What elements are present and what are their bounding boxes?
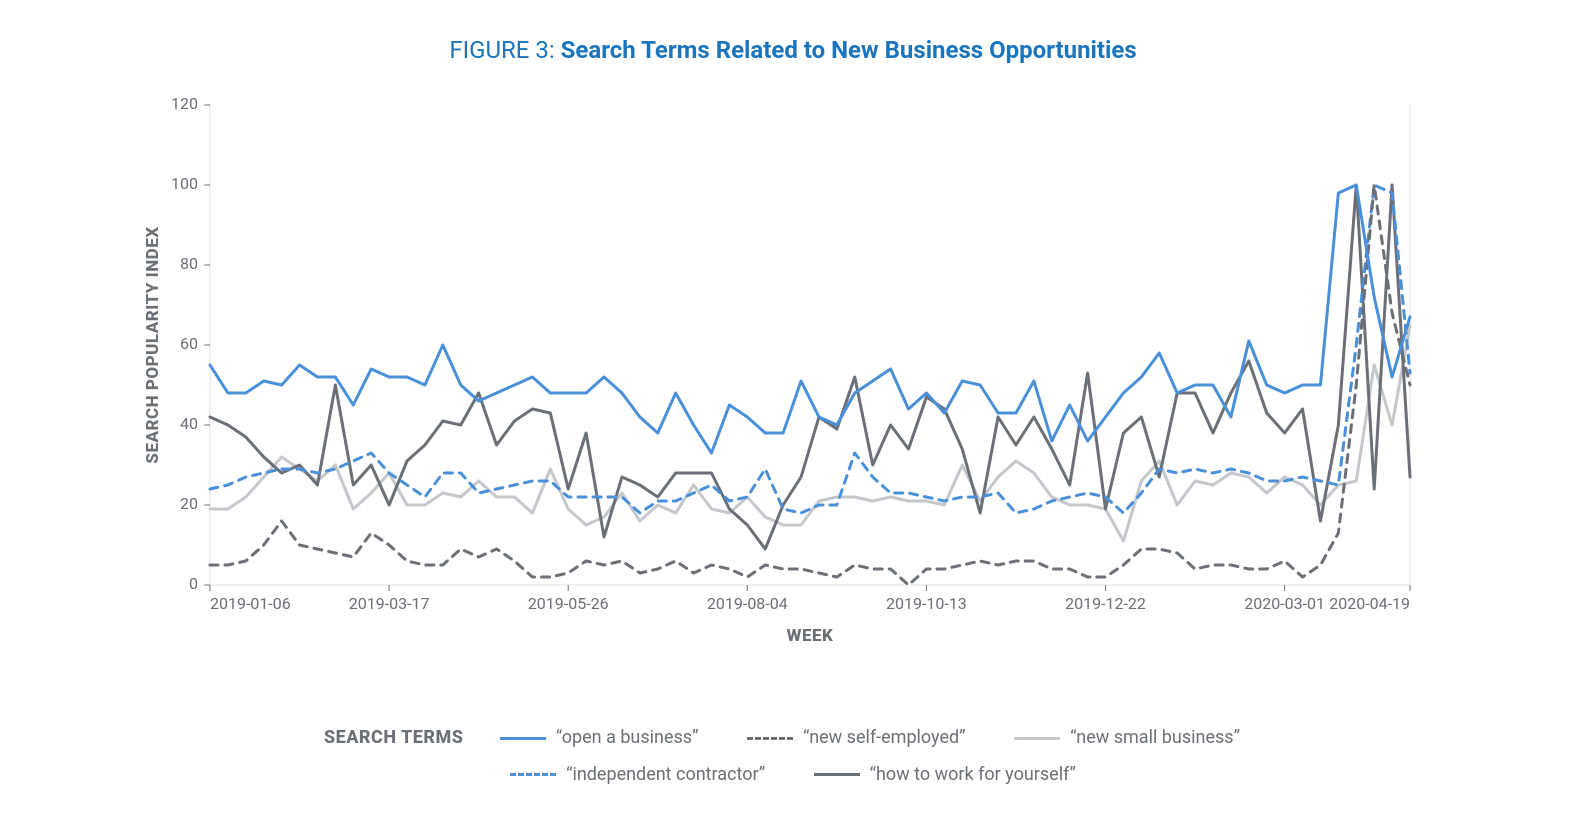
svg-text:SEARCH POPULARITY INDEX: SEARCH POPULARITY INDEX: [143, 226, 163, 463]
chart-area: 0 20 40 60 80 100 120 2019-01-06 2019-03-17 2019-…: [140, 95, 1420, 655]
svg-text:2020-04-19: 2020-04-19: [1329, 594, 1410, 613]
legend-swatch: [510, 773, 556, 776]
svg-text:2019-03-17: 2019-03-17: [349, 594, 430, 613]
legend-row-1: SEARCH TERMS “open a business” “new self…: [0, 720, 1586, 756]
figure-title: Search Terms Related to New Business Opp…: [561, 36, 1137, 64]
svg-text:120: 120: [171, 95, 198, 113]
svg-text:0: 0: [189, 574, 198, 593]
legend-item-open-a-business: “open a business”: [500, 720, 699, 756]
legend-label: “open a business”: [556, 720, 699, 756]
legend-title: SEARCH TERMS: [324, 720, 463, 756]
legend-label: “how to work for yourself”: [870, 757, 1076, 793]
figure-prefix: FIGURE 3:: [449, 36, 554, 64]
svg-text:100: 100: [171, 174, 198, 193]
legend-label: “independent contractor”: [566, 757, 765, 793]
legend-label: “new small business”: [1070, 720, 1240, 756]
svg-text:2020-03-01: 2020-03-01: [1244, 594, 1325, 613]
legend-swatch: [1014, 737, 1060, 740]
legend-item-how-to-work-for-yourself: “how to work for yourself”: [814, 757, 1076, 793]
svg-text:2019-12-22: 2019-12-22: [1065, 594, 1146, 613]
svg-text:20: 20: [180, 494, 198, 513]
line-chart-svg: 0 20 40 60 80 100 120 2019-01-06 2019-03-17 2019-…: [140, 95, 1420, 655]
legend-swatch: [814, 773, 860, 776]
legend: SEARCH TERMS “open a business” “new self…: [0, 720, 1586, 793]
svg-text:WEEK: WEEK: [787, 626, 834, 646]
svg-text:2019-10-13: 2019-10-13: [886, 594, 967, 613]
legend-item-new-self-employed: “new self-employed”: [747, 720, 966, 756]
legend-item-independent-contractor: “independent contractor”: [510, 757, 765, 793]
legend-swatch: [747, 737, 793, 740]
legend-label: “new self-employed”: [803, 720, 966, 756]
svg-text:2019-08-04: 2019-08-04: [707, 594, 788, 613]
svg-text:80: 80: [180, 254, 198, 273]
svg-text:2019-05-26: 2019-05-26: [528, 594, 609, 613]
legend-row-2: “independent contractor” “how to work fo…: [0, 756, 1586, 792]
svg-text:60: 60: [180, 334, 198, 353]
legend-swatch: [500, 737, 546, 740]
legend-item-new-small-business: “new small business”: [1014, 720, 1240, 756]
svg-text:40: 40: [180, 414, 198, 433]
figure-title-line: FIGURE 3: Search Terms Related to New Bu…: [0, 0, 1586, 65]
figure-container: FIGURE 3: Search Terms Related to New Bu…: [0, 0, 1586, 830]
svg-text:2019-01-06: 2019-01-06: [210, 594, 291, 613]
